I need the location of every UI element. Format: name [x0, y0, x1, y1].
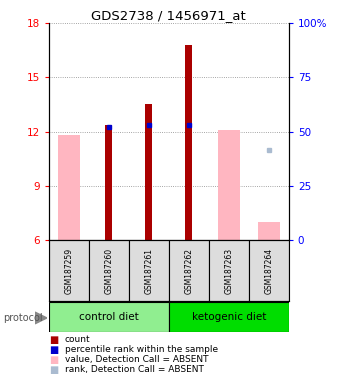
- Bar: [258, 222, 280, 240]
- Text: ketogenic diet: ketogenic diet: [192, 312, 266, 322]
- Text: GSM187263: GSM187263: [224, 248, 233, 294]
- Text: GSM187264: GSM187264: [264, 248, 273, 294]
- Bar: [129, 240, 169, 301]
- Text: control diet: control diet: [79, 312, 139, 322]
- Bar: [185, 45, 192, 240]
- Text: GSM187260: GSM187260: [104, 248, 113, 294]
- Bar: [89, 240, 129, 301]
- Text: protocol: protocol: [4, 313, 43, 323]
- Bar: [145, 104, 152, 240]
- Text: rank, Detection Call = ABSENT: rank, Detection Call = ABSENT: [65, 365, 204, 374]
- Text: ■: ■: [49, 355, 58, 365]
- Text: percentile rank within the sample: percentile rank within the sample: [65, 345, 218, 354]
- Bar: [169, 240, 209, 301]
- Text: count: count: [65, 335, 91, 344]
- Title: GDS2738 / 1456971_at: GDS2738 / 1456971_at: [91, 9, 246, 22]
- Bar: [209, 240, 249, 301]
- Text: value, Detection Call = ABSENT: value, Detection Call = ABSENT: [65, 355, 209, 364]
- Text: ■: ■: [49, 335, 58, 345]
- Bar: [49, 240, 89, 301]
- Bar: [249, 240, 289, 301]
- Polygon shape: [35, 312, 47, 324]
- Text: ■: ■: [49, 365, 58, 375]
- Text: GSM187259: GSM187259: [64, 248, 73, 294]
- Text: ■: ■: [49, 345, 58, 355]
- Bar: [105, 125, 112, 240]
- Text: GSM187261: GSM187261: [144, 248, 153, 294]
- Bar: [169, 302, 289, 332]
- Text: GSM187262: GSM187262: [184, 248, 193, 294]
- Bar: [49, 302, 169, 332]
- Bar: [218, 130, 240, 240]
- Bar: [58, 135, 80, 240]
